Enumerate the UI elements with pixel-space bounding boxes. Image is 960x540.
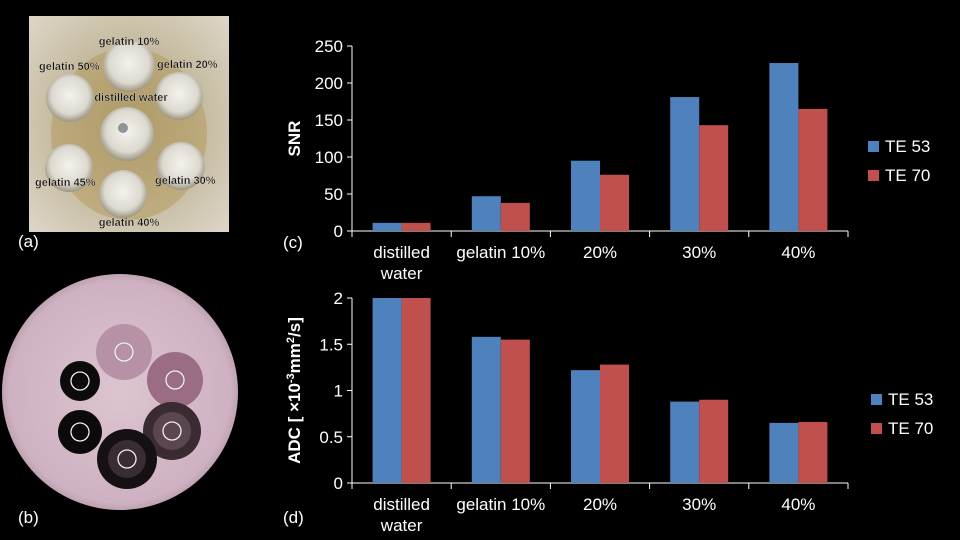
- photo-label-gelatin-50: gelatin 50%: [39, 61, 100, 73]
- snr-y-tick-label: 0: [334, 222, 343, 241]
- snr-bar-te70-4: [798, 108, 828, 231]
- snr-bar-te70-0: [401, 222, 431, 231]
- adc-bar-te53-3: [670, 401, 700, 483]
- panel-label-c: (c): [283, 233, 303, 252]
- adc-bar-te53-1: [471, 336, 501, 483]
- adc-bar-te70-2: [600, 364, 629, 483]
- snr-y-tick-label: 150: [315, 111, 343, 130]
- snr-bar-te70-2: [600, 174, 629, 231]
- adc-legend-swatch: [871, 423, 882, 434]
- adc-x-tick-label: 30%: [682, 495, 716, 514]
- adc-legend-label: TE 53: [888, 390, 933, 409]
- snr-y-axis-label: SNR: [285, 121, 304, 157]
- adc-y-tick-label: 0: [334, 474, 343, 493]
- adc-bar-te53-0: [372, 298, 402, 483]
- snr-x-tick-label: gelatin 10%: [456, 243, 545, 262]
- photo-label-gelatin-40: gelatin 40%: [99, 217, 160, 229]
- adc-x-tick-label: distilled: [373, 495, 430, 514]
- vial-gelatin-30: [157, 142, 205, 190]
- adc-bar-te53-2: [571, 370, 600, 483]
- snr-bar-te53-1: [471, 196, 501, 231]
- adc-bar-te53-4: [769, 422, 799, 483]
- snr-y-tick-label: 200: [315, 74, 343, 93]
- snr-x-tick-label: 30%: [682, 243, 716, 262]
- adc-y-axis-label: ADC [ ×10-3mm2/s]: [285, 317, 304, 464]
- snr-bar-te53-2: [571, 160, 600, 231]
- snr-x-tick-label: 20%: [583, 243, 617, 262]
- photo-label-gelatin-30: gelatin 30%: [155, 175, 216, 187]
- panel-label-b: (b): [18, 508, 39, 527]
- adc-bar-te70-0: [401, 298, 431, 483]
- adc-y-tick-label: 0.5: [319, 428, 343, 447]
- phantom-photo: gelatin 10% gelatin 50% gelatin 20% dist…: [29, 16, 229, 232]
- vial-gelatin-20: [155, 72, 203, 120]
- snr-x-tick-label: water: [380, 264, 423, 283]
- snr-y-tick-label: 100: [315, 148, 343, 167]
- vial-gelatin-50: [46, 74, 94, 122]
- adc-x-tick-label: water: [380, 516, 423, 535]
- snr-y-tick-label: 50: [324, 185, 343, 204]
- adc-x-tick-label: 20%: [583, 495, 617, 514]
- adc-y-tick-label: 1.5: [319, 335, 343, 354]
- adc-bar-te70-3: [699, 399, 729, 483]
- photo-label-gelatin-20: gelatin 20%: [157, 59, 218, 71]
- adc-x-tick-label: 40%: [781, 495, 815, 514]
- snr-bar-te53-4: [769, 63, 799, 231]
- snr-x-tick-label: 40%: [781, 243, 815, 262]
- photo-label-gelatin-45: gelatin 45%: [35, 177, 96, 189]
- snr-bar-te53-3: [670, 97, 700, 231]
- vial-gelatin-40: [99, 170, 147, 218]
- snr-x-tick-label: distilled: [373, 243, 430, 262]
- vial-gelatin-45: [45, 144, 93, 192]
- snr-bar-te53-0: [372, 222, 402, 231]
- vial-gelatin-10: [103, 40, 155, 92]
- snr-legend-swatch: [868, 141, 879, 152]
- vial-distilled-water: [100, 107, 154, 161]
- adc-y-tick-label: 1: [334, 382, 343, 401]
- snr-bar-te70-3: [699, 125, 729, 231]
- adc-legend-swatch: [871, 394, 882, 405]
- adc-x-tick-label: gelatin 10%: [456, 495, 545, 514]
- adc-bar-te70-1: [500, 339, 530, 483]
- photo-label-gelatin-10: gelatin 10%: [99, 36, 160, 48]
- panel-label-a: (a): [18, 232, 39, 251]
- snr-y-tick-label: 250: [315, 37, 343, 56]
- photo-label-distilled-water: distilled water: [94, 92, 168, 104]
- snr-chart: 0 50 100 150 200 250 distilled water gelatin 10%…: [285, 37, 930, 283]
- adc-chart: 0 0.5 1 1.5 2 distilled water gelatin 10% 20% 30%…: [285, 289, 933, 535]
- panel-label-d: (d): [283, 508, 304, 527]
- adc-y-tick-label: 2: [334, 289, 343, 308]
- adc-legend-label: TE 70: [888, 419, 933, 438]
- snr-legend-label: TE 53: [885, 137, 930, 156]
- snr-legend-swatch: [868, 170, 879, 181]
- adc-bar-te70-4: [798, 421, 828, 483]
- snr-legend-label: TE 70: [885, 166, 930, 185]
- mri-image: [0, 268, 244, 540]
- snr-bar-te70-1: [500, 202, 530, 231]
